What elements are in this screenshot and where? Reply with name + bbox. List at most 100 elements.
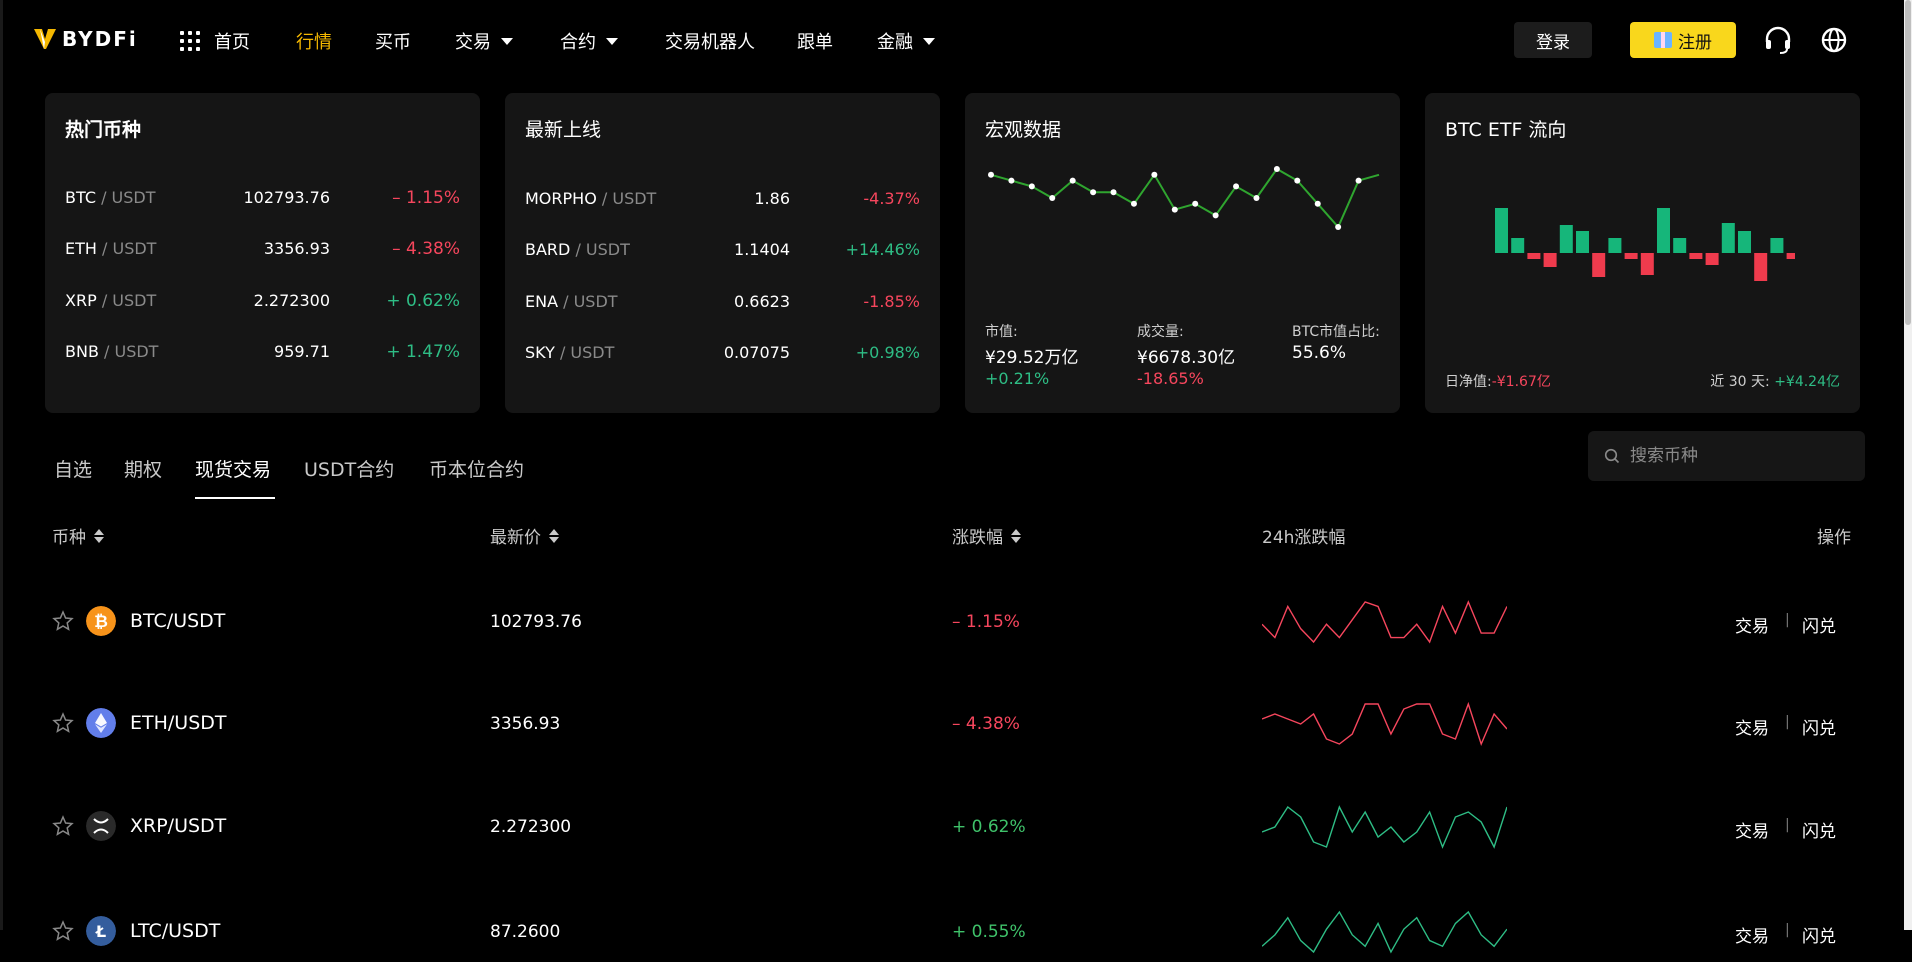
last-price: 102793.76 xyxy=(490,612,582,632)
coin-symbol: ETH / USDT xyxy=(65,239,157,258)
star-icon[interactable] xyxy=(52,815,74,837)
new-coin-row[interactable]: BARD / USDT 1.1404 +14.46% xyxy=(525,240,920,264)
col-header-coin[interactable]: 币种 xyxy=(52,523,104,548)
macro-point xyxy=(1049,195,1056,201)
nav-item-futures[interactable]: 合约 xyxy=(560,28,618,54)
nav-label: 买币 xyxy=(375,32,411,53)
chevron-down-icon xyxy=(923,37,935,45)
tab-usdt-futures[interactable]: USDT合约 xyxy=(304,459,395,481)
etf-flow-bar xyxy=(1640,253,1654,275)
price-change: – 4.38% xyxy=(952,714,1020,734)
col-header-price[interactable]: 最新价 xyxy=(490,523,559,548)
tab-favorites[interactable]: 自选 xyxy=(54,459,93,481)
coin-change: + 0.62% xyxy=(386,291,460,311)
search-box[interactable] xyxy=(1588,431,1865,481)
hot-coin-row[interactable]: XRP / USDT 2.272300 + 0.62% xyxy=(65,291,460,315)
col-header-24h-trend: 24h涨跌幅 xyxy=(1262,528,1346,548)
btc-etf-flow-card: BTC ETF 流向 日净值:-¥1.67亿 近 30 天: +¥4.24亿 xyxy=(1425,93,1860,413)
etf-flow-bar xyxy=(1495,208,1508,253)
macro-point xyxy=(1314,200,1321,207)
register-button[interactable]: 注册 xyxy=(1630,22,1736,58)
macro-point xyxy=(1130,200,1137,207)
coin-price: 102793.76 xyxy=(243,188,330,207)
scrollbar-thumb[interactable] xyxy=(1905,0,1911,325)
star-icon[interactable] xyxy=(52,712,74,734)
search-icon xyxy=(1604,448,1620,464)
svg-text:Ł: Ł xyxy=(95,922,106,941)
nav-item-trade[interactable]: 交易 xyxy=(455,28,513,54)
ethereum-icon xyxy=(86,708,116,738)
etf-flow-bar xyxy=(1786,253,1795,259)
trade-link[interactable]: 交易 xyxy=(1735,822,1769,842)
etf-flow-bar xyxy=(1721,223,1735,253)
trade-link[interactable]: 交易 xyxy=(1735,719,1769,739)
24h-sparkline xyxy=(1262,910,1507,954)
nav-item-home[interactable]: 首页 xyxy=(180,28,250,54)
page-scrollbar[interactable] xyxy=(1904,0,1912,930)
nav-label: 交易 xyxy=(455,32,491,53)
search-input[interactable] xyxy=(1628,445,1852,467)
hot-coin-row[interactable]: BTC / USDT 102793.76 – 1.15% xyxy=(65,188,460,212)
swap-link[interactable]: 闪兑 xyxy=(1802,617,1836,637)
price-change: + 0.55% xyxy=(952,922,1026,942)
login-button[interactable]: 登录 xyxy=(1514,22,1592,58)
coin-symbol: BNB / USDT xyxy=(65,342,159,361)
pair-name: XRP/USDT xyxy=(130,815,227,837)
market-cap-label: 市值: xyxy=(985,324,1018,340)
col-header-change[interactable]: 涨跌幅 xyxy=(952,523,1021,548)
new-coin-row[interactable]: MORPHO / USDT 1.86 -4.37% xyxy=(525,189,920,213)
star-icon[interactable] xyxy=(52,920,74,942)
etf-flow-bar xyxy=(1559,225,1573,253)
globe-icon[interactable] xyxy=(1818,24,1850,56)
divider: | xyxy=(1785,612,1790,628)
divider: | xyxy=(1785,714,1790,730)
nav-item-markets[interactable]: 行情 xyxy=(296,28,332,54)
coin-symbol: MORPHO / USDT xyxy=(525,189,657,208)
litecoin-icon: Ł xyxy=(86,916,116,946)
nav-item-buy-crypto[interactable]: 买币 xyxy=(375,28,411,54)
divider: | xyxy=(1785,817,1790,833)
new-coin-row[interactable]: SKY / USDT 0.07075 +0.98% xyxy=(525,343,920,367)
trade-link[interactable]: 交易 xyxy=(1735,617,1769,637)
table-row[interactable]: ETH/USDT 3356.93 – 4.38% 交易 | 闪兑 xyxy=(0,694,1904,754)
coin-change: – 1.15% xyxy=(392,188,460,208)
col-header-label: 最新价 xyxy=(490,528,541,548)
top-nav: BYDFi 首页 行情 买币 交易 合约 交易机器人 跟单 金融 登录 注册 xyxy=(0,0,1904,80)
star-icon[interactable] xyxy=(52,610,74,632)
swap-link[interactable]: 闪兑 xyxy=(1802,822,1836,842)
nav-label: 合约 xyxy=(560,32,596,53)
tab-spot[interactable]: 现货交易 xyxy=(195,459,272,481)
nav-item-finance[interactable]: 金融 xyxy=(877,28,935,54)
coin-price: 1.86 xyxy=(754,189,790,208)
col-header-label: 涨跌幅 xyxy=(952,528,1003,548)
table-row[interactable]: Ł LTC/USDT 87.2600 + 0.55% 交易 | 闪兑 xyxy=(0,902,1904,962)
hot-coin-row[interactable]: BNB / USDT 959.71 + 1.47% xyxy=(65,342,460,366)
nav-item-copy-trade[interactable]: 跟单 xyxy=(797,28,833,54)
table-row[interactable]: ₿ BTC/USDT 102793.76 – 1.15% 交易 | 闪兑 xyxy=(0,592,1904,652)
nav-label: 行情 xyxy=(296,32,332,53)
xrp-icon xyxy=(86,811,116,841)
nav-item-trading-bot[interactable]: 交易机器人 xyxy=(665,28,755,54)
coin-price: 3356.93 xyxy=(263,239,330,258)
swap-link[interactable]: 闪兑 xyxy=(1802,927,1836,947)
table-row[interactable]: XRP/USDT 2.272300 + 0.62% 交易 | 闪兑 xyxy=(0,797,1904,857)
sort-icon xyxy=(549,528,559,543)
headset-icon[interactable] xyxy=(1762,24,1794,56)
pair-name: LTC/USDT xyxy=(130,920,221,942)
tab-options[interactable]: 期权 xyxy=(124,459,163,481)
trade-link[interactable]: 交易 xyxy=(1735,927,1769,947)
new-coin-row[interactable]: ENA / USDT 0.6623 -1.85% xyxy=(525,292,920,316)
coin-change: +14.46% xyxy=(845,240,920,259)
etf-flow-bar xyxy=(1770,238,1784,253)
btc-dominance-label: BTC市值占比: xyxy=(1292,324,1380,340)
hot-coin-row[interactable]: ETH / USDT 3356.93 – 4.38% xyxy=(65,239,460,263)
col-header-action: 操作 xyxy=(1817,528,1851,548)
sparkline-path xyxy=(1262,701,1507,746)
brand-logo[interactable]: BYDFi xyxy=(32,26,138,52)
coin-symbol: XRP / USDT xyxy=(65,291,157,310)
tab-coin-futures[interactable]: 币本位合约 xyxy=(429,459,525,481)
macro-sparkline xyxy=(988,166,1380,230)
coin-price: 0.07075 xyxy=(723,343,790,362)
swap-link[interactable]: 闪兑 xyxy=(1802,719,1836,739)
last-price: 87.2600 xyxy=(490,922,561,942)
